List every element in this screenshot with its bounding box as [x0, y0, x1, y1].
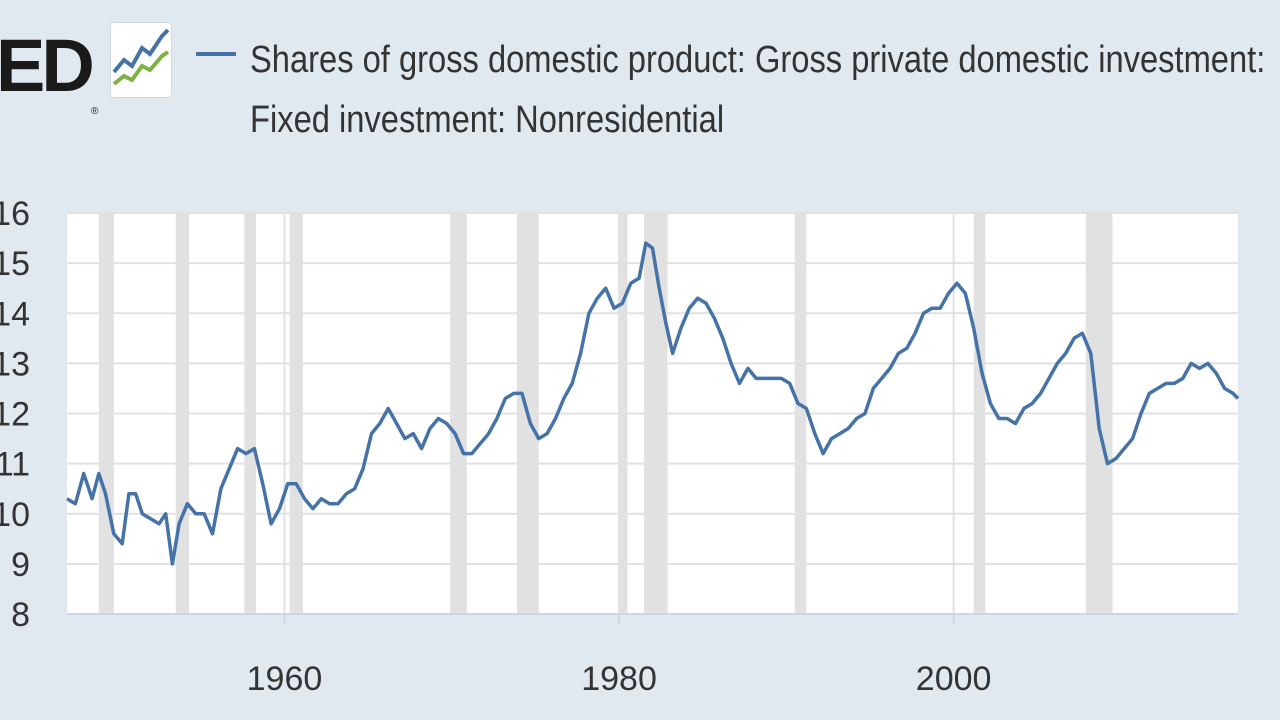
- y-tick-label: 13: [0, 345, 30, 383]
- y-tick-label: 14: [0, 295, 30, 333]
- x-tick-label: 1980: [581, 660, 657, 698]
- y-axis-tick-labels: 8 9 10 11 12 13 14 15 16: [0, 195, 30, 634]
- y-tick-label: 12: [0, 396, 30, 434]
- series-line[interactable]: [66, 241, 1240, 566]
- x-tick-label: 1960: [247, 660, 323, 698]
- fred-logo-text: ED: [0, 24, 95, 107]
- y-tick-label: 10: [0, 496, 30, 534]
- registered-mark: ®: [91, 106, 99, 117]
- y-tick-label: 11: [0, 446, 30, 484]
- y-tick-label: 9: [11, 546, 30, 584]
- legend-line-1: Shares of gross domestic product: Gross …: [250, 39, 1266, 81]
- y-tick-label: 16: [0, 195, 30, 233]
- x-axis: 1960 1980 2000: [67, 613, 1238, 698]
- trend-graph-icon-svg: [112, 28, 170, 86]
- x-tick-label: 2000: [916, 660, 992, 698]
- legend-series-label[interactable]: Shares of gross domestic product: Gross …: [250, 30, 1266, 150]
- icon-line-blue: [112, 28, 170, 74]
- icon-line-green: [112, 50, 170, 86]
- y-tick-label: 15: [0, 245, 30, 283]
- trend-graph-icon: [110, 22, 172, 98]
- legend-swatch: [196, 52, 236, 56]
- y-tick-label: 8: [11, 596, 30, 634]
- legend-line-2: Fixed investment: Nonresidential: [250, 99, 725, 141]
